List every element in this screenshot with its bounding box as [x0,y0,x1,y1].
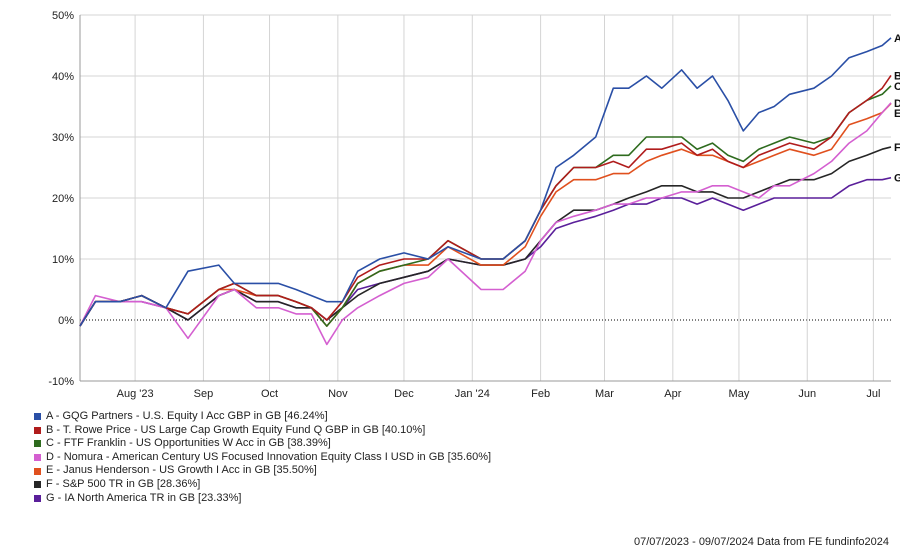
x-tick-label: Jan '24 [455,388,490,400]
x-tick-label: Feb [531,388,550,400]
legend-item-d: D - Nomura - American Century US Focused… [34,451,491,465]
data-source-footer: 07/07/2023 - 09/07/2024 Data from FE fun… [633,536,889,548]
chart-axes: -10% 0% 10% 20% 30% 40% 50% Aug '23 Sep Oct Nov Dec… [48,10,891,400]
legend-swatch [34,454,41,462]
legend-label: C - FTF Franklin - US Opportunities W Ac… [46,437,331,450]
x-tick-label: Dec [394,388,414,400]
end-label-a: A [894,33,900,45]
legend-label: A - GQG Partners - U.S. Equity I Acc GBP… [46,410,328,422]
chart-series [79,37,892,346]
performance-chart: -10% 0% 10% 20% 30% 40% 50% Aug '23 Sep Oct Nov Dec… [48,10,900,400]
x-tick-label: Oct [261,388,278,400]
x-tick-label: May [729,388,750,400]
legend-item-c: C - FTF Franklin - US Opportunities W Ac… [34,437,491,451]
x-tick-label: Mar [595,388,614,400]
legend-item-a: A - GQG Partners - U.S. Equity I Acc GBP… [34,410,491,424]
x-tick-label: Aug '23 [117,388,154,400]
y-tick-label: 40% [52,71,74,83]
series-line-d [79,102,892,346]
legend-swatch [34,440,41,448]
legend-label: B - T. Rowe Price - US Large Cap Growth … [46,423,426,436]
end-label-e: E [894,108,900,120]
legend-swatch [34,426,41,434]
legend-swatch [34,481,41,489]
x-tick-label: Nov [328,388,348,400]
legend-swatch [34,413,41,421]
series-line-e [79,102,892,327]
legend-swatch [34,467,41,475]
end-label-f: F [894,142,900,154]
legend-item-e: E - Janus Henderson - US Growth I Acc in… [34,464,491,478]
end-label-g: G [894,173,900,185]
legend-swatch [34,494,41,502]
series-line-a [79,37,892,327]
x-tick-label: Apr [664,388,681,400]
series-line-f [79,146,892,327]
chart-grid [80,14,891,382]
legend-item-f: F - S&P 500 TR in GB [28.36%] [34,478,491,492]
legend-label: E - Janus Henderson - US Growth I Acc in… [46,464,317,477]
end-label-c: C [894,81,900,93]
y-tick-label: 20% [52,193,74,205]
y-tick-label: 0% [58,315,74,327]
legend-item-b: B - T. Rowe Price - US Large Cap Growth … [34,424,491,438]
legend-label: D - Nomura - American Century US Focused… [46,450,492,463]
x-tick-label: Sep [194,388,214,400]
end-label-d: D [894,98,900,110]
y-tick-label: 10% [52,254,74,266]
legend-label: G - IA North America TR in GB [23.33%] [46,491,242,504]
legend-item-g: G - IA North America TR in GB [23.33%] [34,492,491,506]
legend-label: F - S&P 500 TR in GB [28.36%] [46,477,201,490]
chart-legend: A - GQG Partners - U.S. Equity I Acc GBP… [34,410,491,505]
y-tick-label: 30% [52,132,74,144]
x-tick-label: Jun [798,388,816,400]
y-tick-label: -10% [48,376,74,388]
y-tick-label: 50% [52,10,74,22]
x-tick-label: Jul [866,388,880,400]
end-label-b: B [894,70,900,82]
